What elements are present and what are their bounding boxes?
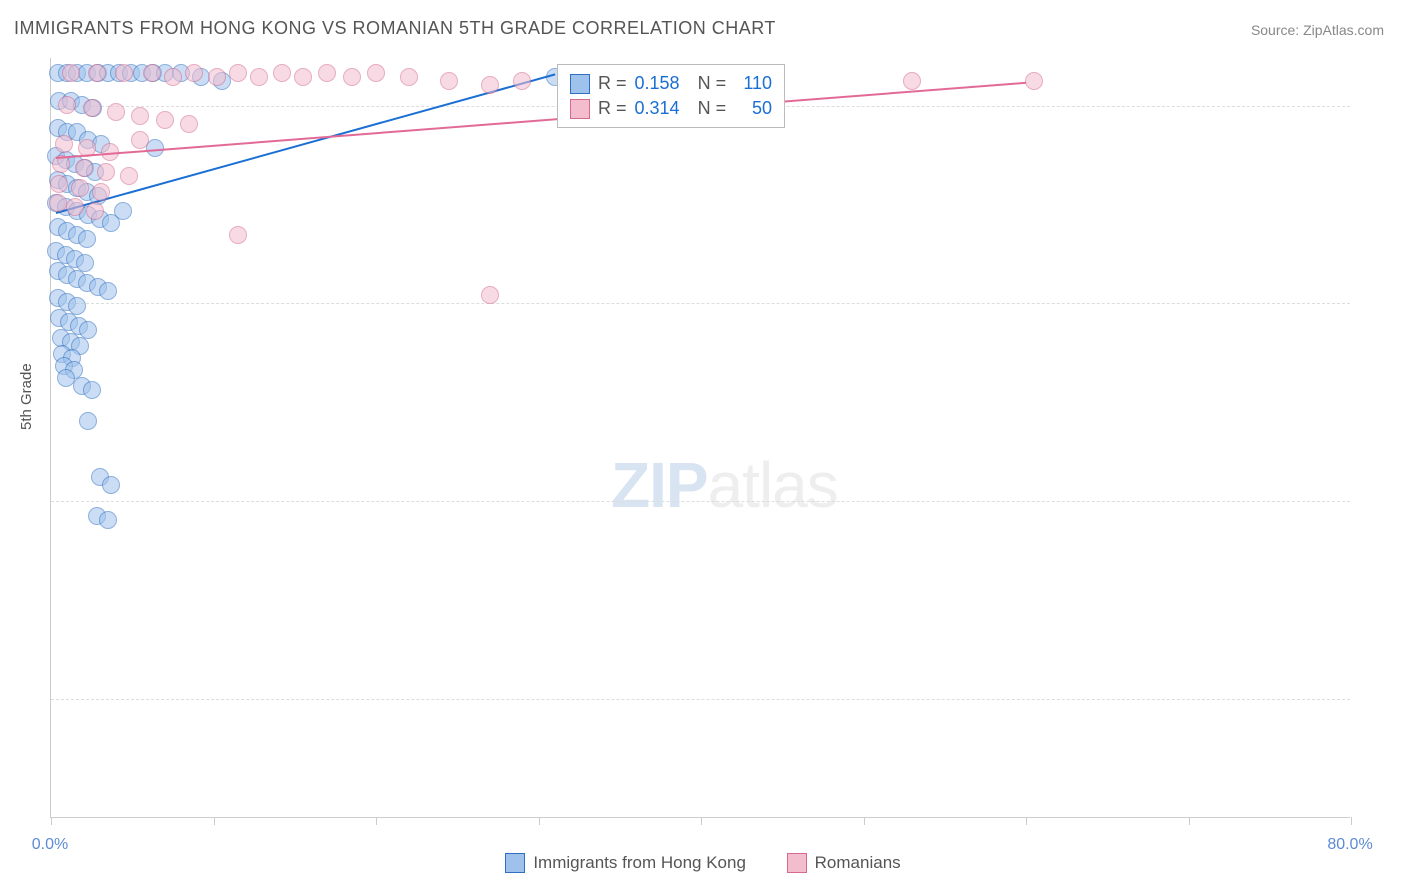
x-tick [539,817,540,825]
legend-n-label: N = [688,98,727,119]
x-tick-label: 80.0% [1327,836,1372,854]
data-point [107,103,125,121]
data-point [513,72,531,90]
plot-area: ZIPatlas [50,58,1350,818]
watermark: ZIPatlas [611,448,838,522]
data-point [903,72,921,90]
data-point [156,111,174,129]
legend-r-label: R = [598,73,627,94]
legend-n-value: 110 [734,73,772,94]
data-point [120,167,138,185]
data-point [75,159,93,177]
x-tick [51,817,52,825]
data-point [143,64,161,82]
data-point [114,202,132,220]
legend-r-value: 0.158 [635,73,680,94]
legend-row: R = 0.158 N = 110 [570,71,772,96]
data-point [185,64,203,82]
data-point [50,175,68,193]
data-point [1025,72,1043,90]
x-tick [376,817,377,825]
data-point [78,230,96,248]
data-point [58,96,76,114]
data-point [164,68,182,86]
legend-swatch [570,99,590,119]
data-point [99,282,117,300]
data-point [273,64,291,82]
data-point [343,68,361,86]
legend-swatch-ro [787,853,807,873]
data-point [115,64,133,82]
legend-swatch-hk [505,853,525,873]
series-legend: Immigrants from Hong Kong Romanians [0,853,1406,878]
data-point [83,381,101,399]
x-tick [1026,817,1027,825]
legend-r-label: R = [598,98,627,119]
legend-row: R = 0.314 N = 50 [570,96,772,121]
source-label: Source: ZipAtlas.com [1251,22,1384,38]
data-point [481,76,499,94]
data-point [62,64,80,82]
data-point [208,68,226,86]
legend-item-hk: Immigrants from Hong Kong [505,853,746,873]
trend-line [56,74,555,214]
legend-r-value: 0.314 [635,98,680,119]
data-point [49,194,67,212]
x-tick-label: 0.0% [32,836,68,854]
correlation-legend: R = 0.158 N = 110R = 0.314 N = 50 [557,64,785,128]
data-point [131,131,149,149]
data-point [367,64,385,82]
data-point [440,72,458,90]
data-point [250,68,268,86]
data-point [55,135,73,153]
data-point [88,64,106,82]
legend-n-label: N = [688,73,727,94]
data-point [99,511,117,529]
data-point [318,64,336,82]
data-point [66,198,84,216]
data-point [400,68,418,86]
data-point [481,286,499,304]
watermark-bold: ZIP [611,449,708,521]
x-tick [864,817,865,825]
x-tick [701,817,702,825]
gridline [51,303,1350,304]
trend-line [56,82,1026,159]
x-tick [1189,817,1190,825]
watermark-light: atlas [708,449,838,521]
legend-n-value: 50 [734,98,772,119]
data-point [229,226,247,244]
data-point [92,183,110,201]
data-point [131,107,149,125]
x-tick [1351,817,1352,825]
legend-label-ro: Romanians [815,853,901,873]
chart-title: IMMIGRANTS FROM HONG KONG VS ROMANIAN 5T… [14,18,776,39]
data-point [229,64,247,82]
legend-item-ro: Romanians [787,853,901,873]
data-point [71,179,89,197]
x-tick [214,817,215,825]
data-point [102,476,120,494]
gridline [51,699,1350,700]
data-point [294,68,312,86]
data-point [180,115,198,133]
gridline [51,501,1350,502]
data-point [86,202,104,220]
y-axis-label: 5th Grade [18,363,35,430]
data-point [97,163,115,181]
legend-swatch [570,74,590,94]
data-point [79,412,97,430]
data-point [83,99,101,117]
legend-label-hk: Immigrants from Hong Kong [533,853,746,873]
